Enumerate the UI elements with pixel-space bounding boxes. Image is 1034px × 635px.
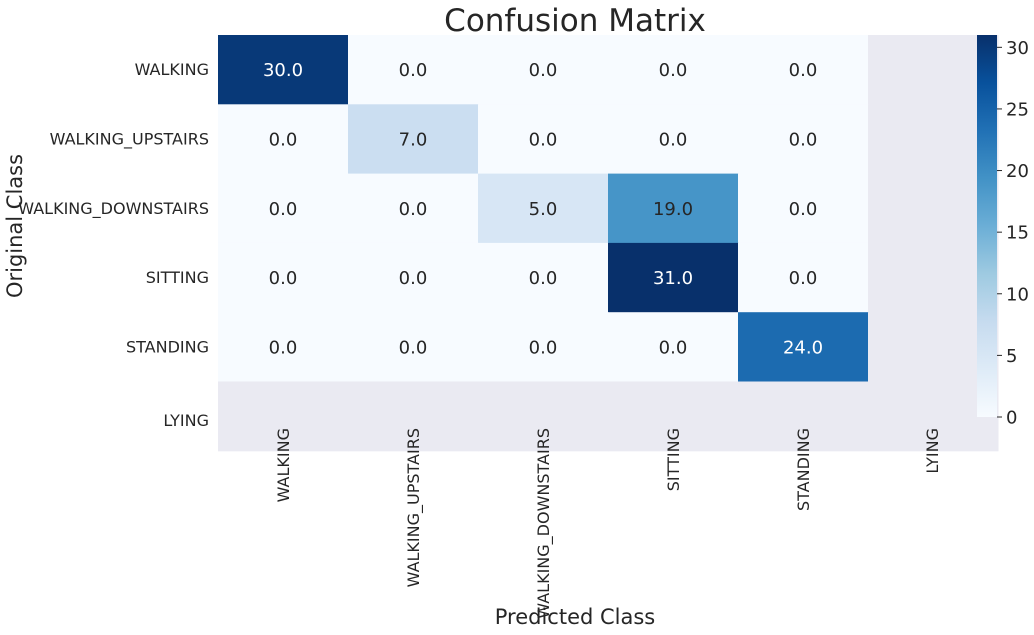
heatmap-cell bbox=[348, 312, 479, 382]
heatmap-cell bbox=[478, 35, 609, 105]
heatmap-cell bbox=[868, 173, 999, 244]
heatmap-cell bbox=[738, 242, 869, 313]
heatmap-cell bbox=[738, 312, 869, 382]
heatmap-cell bbox=[608, 242, 739, 313]
heatmap-cell bbox=[348, 242, 479, 313]
cell-value-label: 30.0 bbox=[263, 60, 303, 81]
colorbar bbox=[977, 35, 997, 417]
heatmap-cell bbox=[608, 104, 739, 175]
y-tick-label: LYING bbox=[163, 411, 209, 430]
cell-value-label: 31.0 bbox=[653, 268, 693, 289]
y-tick-label: SITTING bbox=[146, 268, 209, 287]
heatmap-cell bbox=[348, 173, 479, 244]
heatmap-cell bbox=[608, 381, 739, 452]
cell-value-label: 0.0 bbox=[789, 60, 818, 81]
cell-value-label: 0.0 bbox=[399, 337, 428, 358]
cell-value-label: 5.0 bbox=[529, 199, 558, 220]
heatmap-cell bbox=[478, 173, 609, 244]
cell-value-label: 0.0 bbox=[789, 199, 818, 220]
x-tick-labels: WALKING WALKING_UPSTAIRS WALKING_DOWNSTAIR… bbox=[274, 428, 942, 619]
cell-value-label: 0.0 bbox=[789, 268, 818, 289]
y-tick-label: WALKING bbox=[135, 60, 209, 79]
cell-value-label: 0.0 bbox=[529, 60, 558, 81]
heatmap-cell bbox=[478, 381, 609, 452]
cell-value-label: 7.0 bbox=[399, 129, 428, 150]
cell-value-label: 0.0 bbox=[529, 268, 558, 289]
cell-value-label: 0.0 bbox=[659, 129, 688, 150]
y-tick-labels: WALKING WALKING_UPSTAIRS WALKING_DOWNSTAIR… bbox=[18, 60, 209, 430]
heatmap-cell bbox=[218, 312, 349, 382]
cell-value-label: 0.0 bbox=[659, 337, 688, 358]
heatmap-cell bbox=[348, 104, 479, 175]
cell-value-label: 0.0 bbox=[659, 60, 688, 81]
colorbar-ticks: 0 5 10 15 20 25 30 bbox=[997, 38, 1029, 429]
heatmap-cells: 30.0 0.0 0.0 0.0 0.0 0.0 7.0 0.0 0.0 0.0 0.0 0.0 5.0… bbox=[218, 35, 999, 452]
x-tick-label: LYING bbox=[923, 428, 942, 474]
heatmap-cell bbox=[738, 35, 869, 105]
heatmap-cell bbox=[608, 173, 739, 244]
cell-value-label: 24.0 bbox=[783, 337, 823, 358]
heatmap-cell bbox=[218, 35, 349, 105]
cell-value-label: 0.0 bbox=[269, 268, 298, 289]
heatmap-cell bbox=[218, 173, 349, 244]
y-axis-title: Original Class bbox=[3, 154, 27, 298]
heatmap-cell bbox=[738, 104, 869, 175]
x-tick-label: STANDING bbox=[794, 428, 813, 511]
heatmap-cell bbox=[478, 312, 609, 382]
heatmap-cell bbox=[348, 381, 479, 452]
heatmap-cell bbox=[738, 173, 869, 244]
colorbar-tick-label: 20 bbox=[1006, 161, 1029, 182]
colorbar-tick-label: 10 bbox=[1006, 284, 1029, 305]
cell-value-label: 0.0 bbox=[399, 60, 428, 81]
colorbar-tick-label: 25 bbox=[1006, 99, 1029, 120]
y-tick-label: WALKING_DOWNSTAIRS bbox=[18, 199, 209, 219]
x-tick-label: WALKING bbox=[274, 428, 293, 502]
heatmap-cell bbox=[868, 35, 999, 105]
x-tick-label: WALKING_UPSTAIRS bbox=[404, 428, 424, 587]
y-tick-label: WALKING_UPSTAIRS bbox=[50, 129, 209, 149]
heatmap-cell bbox=[868, 242, 999, 313]
cell-value-label: 0.0 bbox=[269, 129, 298, 150]
cell-value-label: 0.0 bbox=[399, 199, 428, 220]
colorbar-tick-label: 30 bbox=[1006, 38, 1029, 59]
heatmap-cell bbox=[868, 381, 999, 452]
heatmap-cell bbox=[608, 35, 739, 105]
heatmap-cell bbox=[218, 381, 349, 452]
heatmap-cell bbox=[218, 242, 349, 313]
heatmap-cell bbox=[478, 104, 609, 175]
cell-value-label: 0.0 bbox=[529, 129, 558, 150]
cell-value-label: 19.0 bbox=[653, 199, 693, 220]
x-tick-label: WALKING_DOWNSTAIRS bbox=[534, 428, 554, 619]
heatmap-cell bbox=[478, 242, 609, 313]
heatmap-cell bbox=[348, 35, 479, 105]
heatmap-cell bbox=[218, 104, 349, 175]
cell-value-label: 0.0 bbox=[269, 337, 298, 358]
heatmap-cell bbox=[608, 312, 739, 382]
y-tick-label: STANDING bbox=[126, 337, 209, 356]
heatmap-cell bbox=[868, 312, 999, 382]
cell-value-label: 0.0 bbox=[529, 337, 558, 358]
chart-title: Confusion Matrix bbox=[444, 3, 706, 39]
cell-value-label: 0.0 bbox=[269, 199, 298, 220]
heatmap-cell bbox=[868, 104, 999, 175]
heatmap-cell bbox=[738, 381, 869, 452]
x-tick-label: SITTING bbox=[664, 428, 683, 491]
cell-value-label: 0.0 bbox=[399, 268, 428, 289]
colorbar-tick-label: 0 bbox=[1006, 408, 1017, 429]
colorbar-tick-label: 15 bbox=[1006, 223, 1029, 244]
colorbar-tick-label: 5 bbox=[1006, 346, 1017, 367]
cell-value-label: 0.0 bbox=[789, 129, 818, 150]
x-axis-title: Predicted Class bbox=[495, 605, 656, 629]
